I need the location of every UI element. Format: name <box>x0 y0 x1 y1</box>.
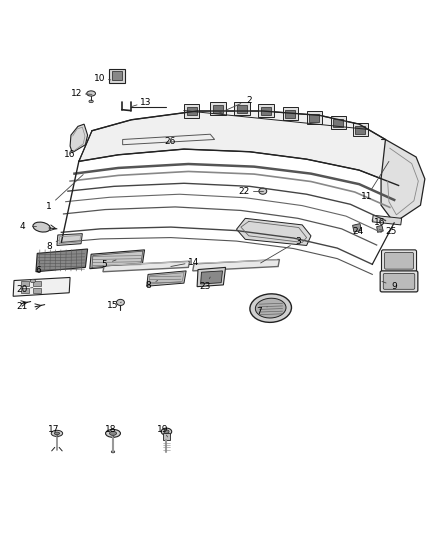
Text: 3: 3 <box>295 237 301 246</box>
Ellipse shape <box>255 298 286 318</box>
Bar <box>234 102 250 115</box>
Ellipse shape <box>110 431 117 435</box>
Ellipse shape <box>30 279 35 282</box>
Polygon shape <box>36 249 88 272</box>
FancyBboxPatch shape <box>381 250 417 272</box>
FancyBboxPatch shape <box>380 271 418 292</box>
Bar <box>163 433 170 440</box>
Text: 13: 13 <box>140 98 151 107</box>
FancyBboxPatch shape <box>385 253 413 269</box>
Text: 20: 20 <box>16 285 28 294</box>
Text: 11: 11 <box>361 192 373 201</box>
Polygon shape <box>237 219 311 246</box>
Ellipse shape <box>54 432 60 435</box>
Polygon shape <box>90 250 145 269</box>
Ellipse shape <box>33 222 50 232</box>
Bar <box>309 114 319 122</box>
Ellipse shape <box>164 430 169 433</box>
Bar <box>21 287 29 293</box>
Text: 7: 7 <box>256 306 262 316</box>
Ellipse shape <box>250 294 291 322</box>
Ellipse shape <box>111 451 115 453</box>
Polygon shape <box>353 223 361 232</box>
Text: 6: 6 <box>35 266 42 276</box>
Text: 16: 16 <box>64 150 75 159</box>
Text: 1: 1 <box>46 201 52 211</box>
Text: 19: 19 <box>157 425 169 434</box>
Text: 25: 25 <box>385 227 397 236</box>
Polygon shape <box>381 140 425 223</box>
Text: 4: 4 <box>20 222 25 231</box>
Bar <box>33 287 41 293</box>
Bar <box>187 107 197 115</box>
Ellipse shape <box>161 428 172 435</box>
Polygon shape <box>79 111 399 185</box>
Text: 16: 16 <box>374 218 386 227</box>
Polygon shape <box>13 278 70 296</box>
Polygon shape <box>57 233 82 246</box>
Text: 21: 21 <box>16 302 28 311</box>
Text: 12: 12 <box>71 89 82 98</box>
Bar <box>285 110 295 118</box>
Text: 18: 18 <box>105 425 116 434</box>
Bar <box>21 281 29 286</box>
Polygon shape <box>193 260 279 271</box>
Text: 8: 8 <box>46 243 52 251</box>
Text: 15: 15 <box>107 301 119 310</box>
Bar <box>210 102 226 115</box>
Bar <box>333 119 343 127</box>
Bar <box>355 126 365 134</box>
Polygon shape <box>197 268 226 287</box>
Bar <box>184 104 199 118</box>
Bar <box>112 71 122 80</box>
FancyBboxPatch shape <box>383 273 415 289</box>
Polygon shape <box>70 124 88 152</box>
Text: 17: 17 <box>48 425 59 434</box>
Text: 14: 14 <box>188 257 199 266</box>
Ellipse shape <box>106 430 120 437</box>
Bar <box>109 69 125 83</box>
Bar <box>261 107 271 115</box>
Bar <box>283 107 298 120</box>
Polygon shape <box>201 271 223 284</box>
Polygon shape <box>377 225 383 232</box>
Text: 10: 10 <box>94 74 106 83</box>
Bar <box>331 116 346 130</box>
Bar <box>353 123 368 136</box>
Bar <box>33 281 41 286</box>
Bar <box>258 104 274 117</box>
Ellipse shape <box>117 300 124 305</box>
Polygon shape <box>372 215 402 225</box>
Bar <box>307 111 322 124</box>
Polygon shape <box>147 271 186 286</box>
Text: 8: 8 <box>145 281 151 290</box>
Text: 5: 5 <box>101 260 107 269</box>
Text: 22: 22 <box>239 187 250 196</box>
Bar <box>237 105 247 113</box>
Ellipse shape <box>259 188 267 194</box>
Text: 26: 26 <box>164 137 176 146</box>
Text: 23: 23 <box>199 282 211 290</box>
Polygon shape <box>123 134 215 145</box>
Polygon shape <box>103 261 190 272</box>
Ellipse shape <box>87 91 95 96</box>
Bar <box>213 105 223 113</box>
Text: 9: 9 <box>391 282 397 290</box>
Ellipse shape <box>89 100 93 103</box>
Text: 24: 24 <box>353 227 364 236</box>
Text: 2: 2 <box>246 95 251 104</box>
Ellipse shape <box>51 430 63 437</box>
